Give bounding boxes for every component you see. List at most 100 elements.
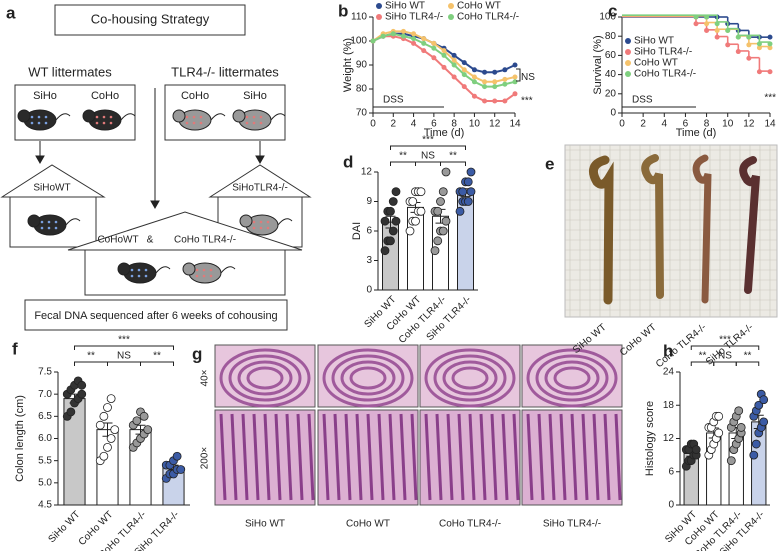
tissue-fold [526,348,618,408]
crypt [526,413,534,501]
mouse-tail [270,113,286,121]
crypt [468,413,476,501]
gut-dot [192,115,196,119]
crypt [355,413,363,501]
x-tick-label: 0 [370,119,376,130]
column-label: CoHo TLR4-/- [439,519,501,530]
tissue-fold [219,348,311,408]
panel-label: g [192,344,202,363]
gut-dot [259,226,263,230]
point [482,98,488,104]
gut-dot [199,121,203,125]
x-tick-label: 12 [489,119,501,130]
data-point [416,206,426,216]
data-point [433,206,443,216]
crypt [570,413,578,501]
gut-dot [54,226,58,230]
gut-dot [144,274,148,278]
bracket [74,361,108,366]
crypt [377,413,385,501]
significance: *** [118,335,130,346]
line [372,32,516,88]
crypt [548,413,556,501]
crypt [603,413,611,501]
point [411,36,417,42]
legend-label: SiHo TLR4-/- [634,47,692,58]
data-point [380,246,390,256]
y-tick-label: 24 [663,367,675,378]
crypt [274,413,282,501]
arrows [35,88,265,210]
mouse-head [17,109,31,123]
row-label: 40× [200,369,211,386]
point [441,48,447,54]
point [502,98,508,104]
crypt [537,413,545,501]
house-label: CoHo TLR4-/- [174,235,236,246]
y-tick-label: 3 [366,255,372,266]
point [492,69,498,75]
gut-dot [259,115,263,119]
mouse-tail [55,113,71,121]
point [492,98,498,104]
tissue-fold [237,360,293,396]
x-tick-label: SiHo TLR4-/- [425,294,474,343]
ns-bracket [516,68,521,82]
legend-marker [448,3,454,9]
bracket [690,345,760,350]
x-tick-label: 6 [431,119,437,130]
crypt [230,413,238,501]
point [502,81,508,87]
point [471,93,477,99]
point [421,48,427,54]
y-axis-title: Weight (%) [342,38,354,92]
legend-marker [376,14,382,20]
gut-dot [109,115,113,119]
point [512,79,518,85]
crypt [307,413,315,501]
data-point [110,425,120,435]
y-tick-label: 5.0 [38,477,52,488]
data-point [106,394,116,404]
point [735,49,741,55]
y-tick-label: 20 [605,88,617,99]
data-point [106,434,116,443]
legend-label: CoHo WT [457,1,501,12]
point [390,31,396,37]
legend-label: SiHo WT [385,1,425,12]
histology-images [214,344,623,506]
point [492,84,498,90]
point [400,33,406,39]
y-tick-label: 5.5 [38,455,52,466]
mouse-head [239,214,253,228]
gut-dot [252,121,256,125]
y-tick-label: 90 [356,60,368,71]
gut-dot [54,220,58,224]
data-point [751,439,761,449]
point [400,28,406,34]
y-axis-title: Colon length (cm) [14,395,26,482]
gut-dot [137,268,141,272]
gut-dot [245,115,249,119]
data-point [77,389,87,399]
tissue-fold [424,348,516,408]
crypt [219,413,227,501]
gut-dot [202,274,206,278]
y-tick-label: 9 [366,196,372,207]
point [411,31,417,37]
data-point [103,403,112,412]
point [704,21,710,27]
significance: ** [153,351,161,362]
x-tick-label: 6 [683,119,689,130]
point [421,40,427,46]
point [451,62,457,68]
data-point [66,407,76,417]
gut-dot [40,220,44,224]
data-point [463,197,473,206]
data-point [386,236,395,246]
point [756,41,762,47]
point [441,52,447,58]
column-label: CoHo WT [346,519,390,530]
tissue-fold [322,348,414,408]
legend-marker [625,60,631,66]
